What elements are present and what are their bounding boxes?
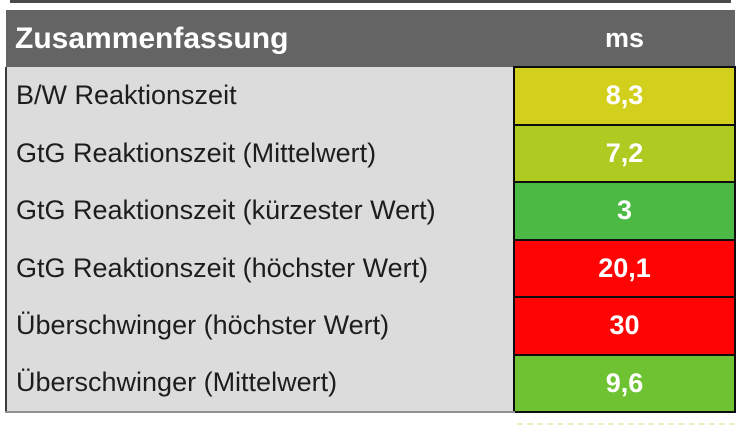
bottom-dashed-artifact-line (517, 423, 735, 425)
response-time-summary-table: Zusammenfassung ms B/W Reaktionszeit 8,3… (5, 10, 736, 413)
row-value: 30 (513, 296, 736, 356)
row-label: GtG Reaktionszeit (kürzester Wert) (5, 182, 514, 240)
row-label: GtG Reaktionszeit (höchster Wert) (5, 239, 514, 297)
row-value: 7,2 (513, 123, 736, 183)
row-value: 9,6 (513, 353, 736, 413)
table-row: GtG Reaktionszeit (Mittelwert) 7,2 (5, 123, 736, 183)
table-row: GtG Reaktionszeit (höchster Wert) 20,1 (5, 238, 736, 298)
row-label: B/W Reaktionszeit (5, 67, 514, 125)
table-row: Überschwinger (höchster Wert) 30 (5, 296, 736, 356)
row-value: 20,1 (513, 238, 736, 298)
unit-column-header: ms (514, 10, 735, 67)
row-label: Überschwinger (Mittelwert) (5, 354, 514, 413)
table-row: Überschwinger (Mittelwert) 9,6 (5, 353, 736, 413)
row-value: 8,3 (513, 66, 736, 126)
row-label: Überschwinger (höchster Wert) (5, 297, 514, 355)
row-label: GtG Reaktionszeit (Mittelwert) (5, 124, 514, 182)
table-row: B/W Reaktionszeit 8,3 (5, 66, 736, 126)
table-header-row: Zusammenfassung ms (6, 10, 735, 67)
table-title: Zusammenfassung (6, 10, 514, 67)
table-row: GtG Reaktionszeit (kürzester Wert) 3 (5, 181, 736, 241)
row-value: 3 (513, 181, 736, 241)
top-divider-line (10, 0, 731, 3)
